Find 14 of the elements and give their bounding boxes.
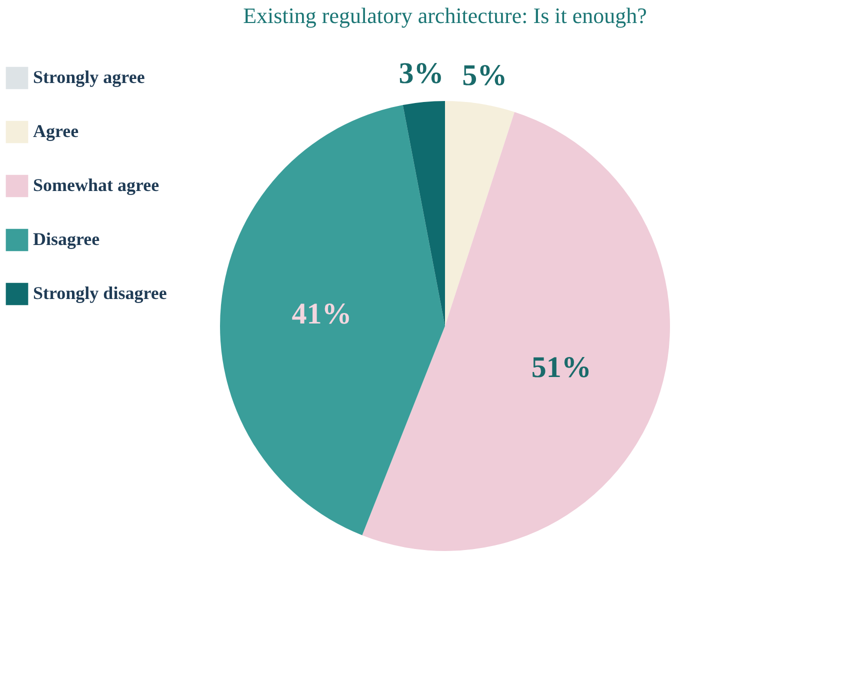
pie-slice [402, 101, 445, 326]
legend-label: Somewhat agree [33, 175, 160, 195]
chart-title: Existing regulatory architecture: Is it enough? [243, 3, 647, 28]
legend-label: Strongly disagree [33, 283, 167, 303]
legend-label: Strongly agree [33, 67, 145, 87]
legend-label: Agree [33, 121, 79, 141]
data-label: 41% [292, 297, 352, 330]
pie-slice [220, 104, 445, 536]
pie-slice [362, 112, 670, 551]
data-label: 3% [398, 57, 444, 90]
pie-slice [445, 101, 515, 326]
legend-label: Disagree [33, 229, 100, 249]
data-label: 5% [462, 59, 508, 92]
data-label: 51% [531, 350, 592, 384]
